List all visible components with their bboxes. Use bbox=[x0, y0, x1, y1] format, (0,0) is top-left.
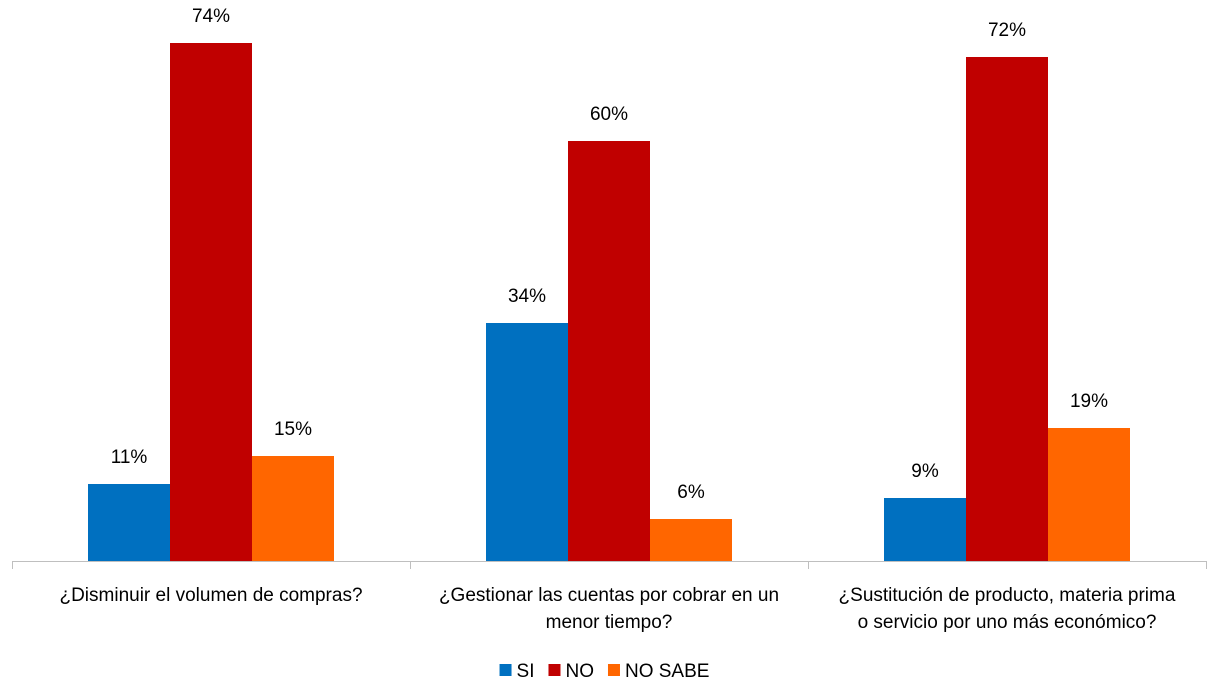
x-tick-label: o servicio por uno más económico? bbox=[858, 612, 1157, 633]
x-tick-label: ¿Disminuir el volumen de compras? bbox=[59, 585, 362, 606]
data-label: 19% bbox=[1070, 391, 1108, 412]
legend-label: NO SABE bbox=[625, 661, 709, 682]
bar-si-cat3 bbox=[884, 498, 966, 561]
x-tick-label: ¿Sustitución de producto, materia prima bbox=[839, 585, 1176, 606]
bar-no-sabe-cat3 bbox=[1048, 428, 1130, 561]
data-label: 6% bbox=[677, 482, 705, 503]
legend-swatch-si bbox=[499, 664, 512, 676]
legend-swatch-no bbox=[548, 664, 561, 676]
x-axis bbox=[12, 561, 1207, 569]
bar-si-cat2 bbox=[486, 323, 568, 561]
bar-no-sabe-cat2 bbox=[650, 519, 732, 561]
bar-no-cat3 bbox=[966, 57, 1048, 561]
data-label: 15% bbox=[274, 419, 312, 440]
data-label: 72% bbox=[988, 20, 1026, 41]
legend-swatch-no-sabe bbox=[607, 664, 620, 676]
category-labels-layer: ¿Disminuir el volumen de compras? ¿Gestio… bbox=[59, 585, 1175, 633]
data-label: 74% bbox=[192, 6, 230, 27]
data-label: 34% bbox=[508, 286, 546, 307]
data-label: 60% bbox=[590, 104, 628, 125]
legend-label: SI bbox=[517, 661, 535, 682]
x-tick-label: ¿Gestionar las cuentas por cobrar en un bbox=[439, 585, 779, 606]
data-labels-layer: 11% 74% 15% 34% 60% 6% 9% 72% 19% bbox=[111, 6, 1108, 503]
bar-si-cat1 bbox=[88, 484, 170, 561]
legend-label: NO bbox=[565, 661, 594, 682]
legend: SI NO NO SABE bbox=[499, 661, 709, 682]
bar-no-sabe-cat1 bbox=[252, 456, 334, 561]
data-label: 11% bbox=[111, 447, 148, 468]
bars-layer bbox=[88, 43, 1130, 561]
bar-no-cat2 bbox=[568, 141, 650, 561]
x-tick-label: menor tiempo? bbox=[546, 612, 673, 633]
bar-no-cat1 bbox=[170, 43, 252, 561]
data-label: 9% bbox=[911, 461, 939, 482]
